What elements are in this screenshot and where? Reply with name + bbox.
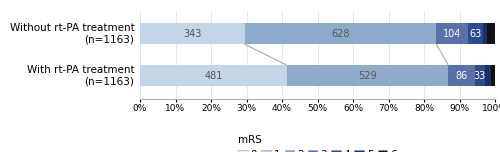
Bar [244, 23, 436, 44]
Text: 529: 529 [358, 71, 377, 81]
Bar [436, 23, 468, 44]
Text: 628: 628 [332, 29, 350, 39]
Text: 86: 86 [456, 71, 468, 81]
Bar [490, 65, 495, 86]
Bar [484, 23, 488, 44]
Bar [140, 23, 244, 44]
Text: 481: 481 [204, 71, 223, 81]
Text: 343: 343 [183, 29, 202, 39]
Bar [474, 65, 484, 86]
Text: 63: 63 [470, 29, 482, 39]
Bar [488, 23, 495, 44]
Bar [484, 65, 490, 86]
Bar [140, 65, 287, 86]
Text: 104: 104 [443, 29, 462, 39]
Bar [468, 23, 483, 44]
Bar [448, 65, 474, 86]
Bar [287, 65, 448, 86]
Legend: 0, 1, 2, 3, 4, 5, 6: 0, 1, 2, 3, 4, 5, 6 [238, 135, 397, 152]
Text: 33: 33 [474, 71, 486, 81]
